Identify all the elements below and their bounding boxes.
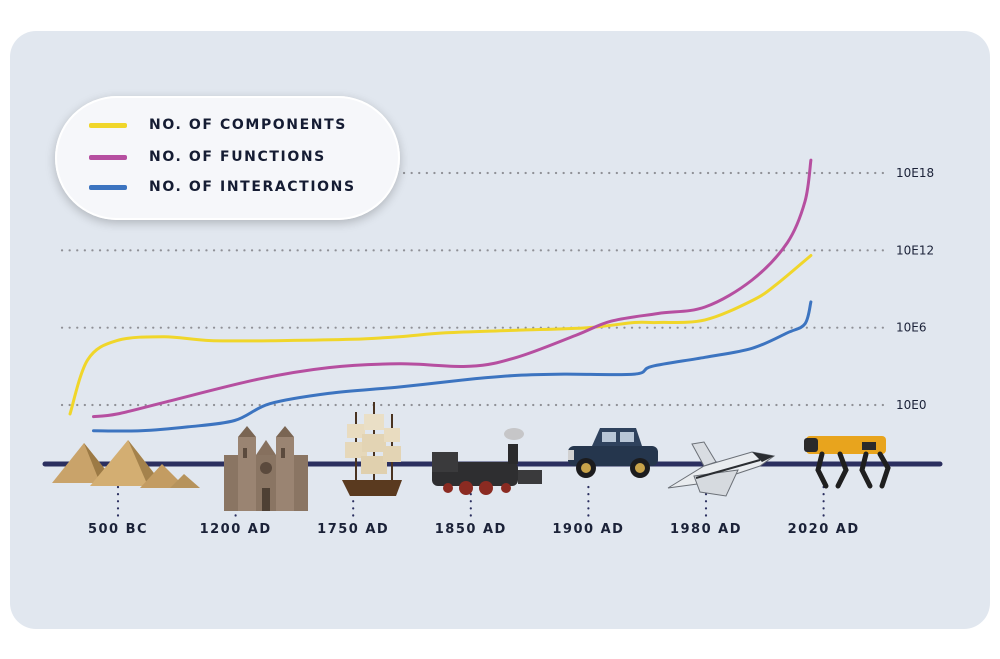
x-tick-label: 500 BC xyxy=(88,522,148,537)
y-tick-labels: 10E0 10E6 10E12 10E18 xyxy=(896,166,934,412)
x-tick-label: 1750 AD xyxy=(317,522,389,537)
legend-item-functions: NO. OF FUNCTIONS xyxy=(89,147,326,167)
y-tick-label: 10E6 xyxy=(896,321,927,335)
pyramids-icon xyxy=(52,440,200,488)
x-tick-label: 1200 AD xyxy=(200,522,272,537)
legend-swatch-interactions xyxy=(89,184,127,190)
legend-swatch-components xyxy=(89,122,127,128)
steam-locomotive-icon xyxy=(432,428,542,495)
series-line-no-of-functions xyxy=(92,158,813,419)
x-tick-labels: 500 BC 1200 AD 1750 AD 1850 AD 1900 AD 1980 A… xyxy=(88,522,860,537)
legend: NO. OF COMPONENTS NO. OF FUNCTIONS NO. O… xyxy=(55,96,400,220)
sailing-ship-icon xyxy=(342,402,402,496)
legend-label-functions: NO. OF FUNCTIONS xyxy=(149,149,326,165)
robot-dog-icon xyxy=(804,436,891,489)
legend-label-interactions: NO. OF INTERACTIONS xyxy=(149,179,356,195)
legend-swatch-functions xyxy=(89,154,127,160)
y-tick-label: 10E0 xyxy=(896,398,927,412)
x-tick-label: 1900 AD xyxy=(552,522,624,537)
x-tick-label: 1850 AD xyxy=(435,522,507,537)
series-line-no-of-interactions xyxy=(92,300,813,433)
legend-label-components: NO. OF COMPONENTS xyxy=(149,117,347,133)
x-tick-markers xyxy=(116,485,825,522)
y-tick-label: 10E12 xyxy=(896,243,934,257)
y-tick-label: 10E18 xyxy=(896,166,934,180)
vintage-car-icon xyxy=(568,428,658,478)
series-line-no-of-components xyxy=(68,254,813,416)
x-tick-label: 2020 AD xyxy=(788,522,860,537)
series-lines xyxy=(68,158,813,433)
x-tick-label: 1980 AD xyxy=(670,522,742,537)
legend-item-interactions: NO. OF INTERACTIONS xyxy=(89,177,356,197)
space-shuttle-icon xyxy=(667,441,776,497)
legend-item-components: NO. OF COMPONENTS xyxy=(89,115,347,135)
cathedral-icon xyxy=(224,426,308,511)
